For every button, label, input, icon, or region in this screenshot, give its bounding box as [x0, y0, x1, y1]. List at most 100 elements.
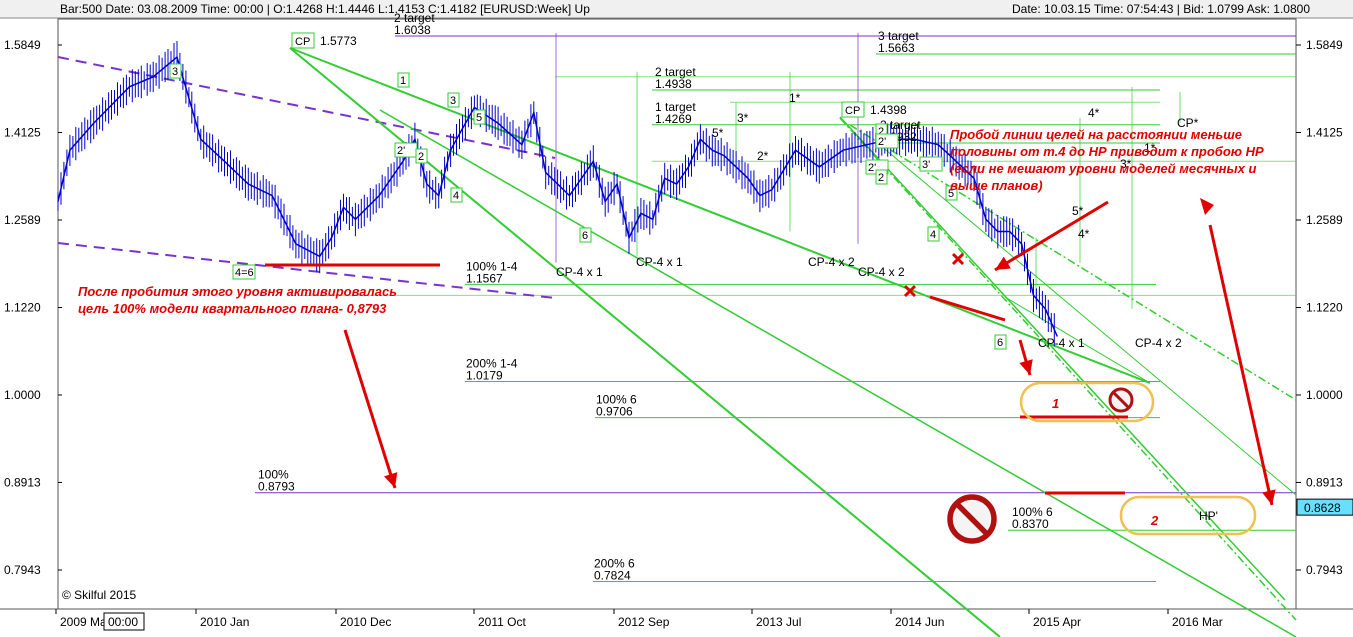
wave-label: 3	[450, 95, 456, 107]
copyright-label: © Skilful 2015	[62, 588, 137, 602]
cp-text-label: CP-4 x 1	[636, 255, 683, 269]
level-value-label: 1.0179	[466, 368, 503, 382]
x-cursor-label: 00:00	[108, 615, 138, 629]
y-tick-label-left: 0.7943	[4, 563, 41, 577]
wave-label: 4	[930, 229, 936, 241]
annotations: После пробития этого уровня активировала…	[62, 127, 1276, 602]
star-label: 2*	[757, 149, 769, 163]
trend-line	[57, 56, 556, 159]
wave-label: 2	[418, 151, 424, 163]
wave-label: 5	[948, 188, 954, 200]
x-tick-label: 2015 Apr	[1033, 615, 1081, 629]
level-value-label: 0.8370	[1012, 517, 1049, 531]
annotation-left-line: После пробития этого уровня активировала…	[78, 284, 397, 299]
x-tick-label: 2014 Jun	[895, 615, 944, 629]
y-tick-label-right: 0.8913	[1306, 475, 1343, 489]
cp-text-label: CP-4 x 1	[1038, 336, 1085, 350]
star-label: 3*	[1120, 157, 1132, 171]
trend-line	[289, 47, 1151, 384]
cp-label: CP	[295, 36, 310, 48]
wave-box	[415, 148, 428, 164]
level-name-label: 2 target	[394, 11, 435, 25]
plot-area	[57, 18, 1297, 610]
x-cursor-box	[103, 612, 145, 631]
level-name-label: 2 target	[655, 65, 696, 79]
wave-box	[232, 264, 256, 280]
level-value-label: 0.8793	[258, 480, 295, 494]
wave-box	[579, 227, 592, 243]
prohibition-icon-small	[1108, 387, 1134, 413]
cp-text-label: CP*	[1177, 116, 1199, 130]
x-tick-label: 2009 Mar	[60, 615, 111, 629]
wave-box	[450, 187, 463, 203]
cp-text-label: CP-4 x 2	[1135, 336, 1182, 350]
wave-label: 6	[997, 337, 1003, 349]
level-name-label: 100% 1-4	[466, 259, 518, 273]
annotation-right-line: Пробой линии целей на расстоянии меньше	[950, 127, 1242, 142]
y-tick-label-left: 0.8913	[4, 475, 41, 489]
x-tick-label: 2011 Oct	[478, 615, 526, 629]
scenario-2-label: 2	[1150, 513, 1159, 528]
level-value-label: 0.9706	[596, 405, 633, 419]
level-name-label: 200% 1-4	[466, 356, 518, 370]
wave-label: 2'	[878, 136, 886, 148]
scenario-1-capsule	[1019, 381, 1155, 423]
wave-label: 2'	[868, 162, 876, 174]
star-label: 4*	[1088, 106, 1100, 120]
x-axis: 2009 Mar 2010 Jan 2010 Dec 2011 Oct 2012 Sep…	[55, 609, 1223, 631]
trend-lines	[57, 47, 1297, 637]
current-price-label: 0.8628	[1304, 501, 1341, 515]
cp-label: CP	[845, 105, 860, 117]
cp-text-label: HP'	[1199, 509, 1218, 523]
level-name-label: 200% 6	[594, 556, 635, 570]
cp-value-label: 1.5773	[320, 34, 357, 48]
wave-label: 2'	[397, 145, 405, 157]
x-tick-label: 2013 Jul	[756, 615, 801, 629]
level-value-label: 1.1567	[466, 271, 503, 285]
star-label: 4*	[1078, 227, 1090, 241]
trend-line	[379, 109, 1297, 637]
y-tick-label-right: 1.4125	[1306, 126, 1343, 140]
x-tick-label: 2010 Jan	[200, 615, 249, 629]
wave-label: 4	[453, 190, 459, 202]
level-name-label: 3 target	[878, 29, 919, 43]
star-label: 3*	[737, 111, 749, 125]
annotation-right-line: выше планов)	[950, 178, 1043, 193]
level-value-label: 1.4269	[655, 112, 692, 126]
prohibition-icon-large	[947, 494, 997, 544]
level-value-label: 1.6038	[394, 23, 431, 37]
wave-label: 3	[172, 66, 178, 78]
trend-line	[839, 116, 1286, 601]
red-level-segment	[929, 295, 1006, 322]
cp-value-label: 1.4398	[870, 103, 907, 117]
level-name-label: 2 target	[880, 118, 921, 132]
status-left-text: Bar:500 Date: 03.08.2009 Time: 00:00 | O…	[60, 2, 590, 16]
star-label: 1*	[1144, 141, 1156, 155]
y-tick-label-right: 1.0000	[1306, 388, 1343, 402]
wave-label: 2	[878, 126, 884, 138]
level-value-label: 1.5663	[878, 41, 915, 55]
wave-box	[945, 185, 958, 201]
y-tick-label-left: 1.5849	[4, 38, 41, 52]
y-tick-label-right: 0.7943	[1306, 563, 1343, 577]
wave-label: 6	[582, 230, 588, 242]
level-value-label: 1.4938	[655, 77, 692, 91]
wave-label: 3'	[922, 159, 930, 171]
star-label: 5*	[712, 126, 724, 140]
current-price-box	[1296, 498, 1353, 516]
wave-box	[927, 226, 940, 242]
wave-box	[875, 133, 899, 149]
wave-box	[169, 63, 182, 79]
red-arrow-head	[1019, 359, 1033, 375]
y-tick-label-left: 1.2589	[4, 213, 41, 227]
y-tick-label-left: 1.1220	[4, 301, 41, 315]
star-label: 5*	[1072, 204, 1084, 218]
annotation-right-line: (если не мешают уровни моделей месячных …	[950, 161, 1256, 176]
red-arrow-head	[384, 472, 398, 488]
cp-box	[291, 32, 315, 49]
scenario-2-capsule	[1119, 495, 1257, 536]
level-name-label: 100% 6	[596, 393, 637, 407]
cp-box	[841, 101, 865, 118]
red-x-mark	[951, 252, 965, 266]
